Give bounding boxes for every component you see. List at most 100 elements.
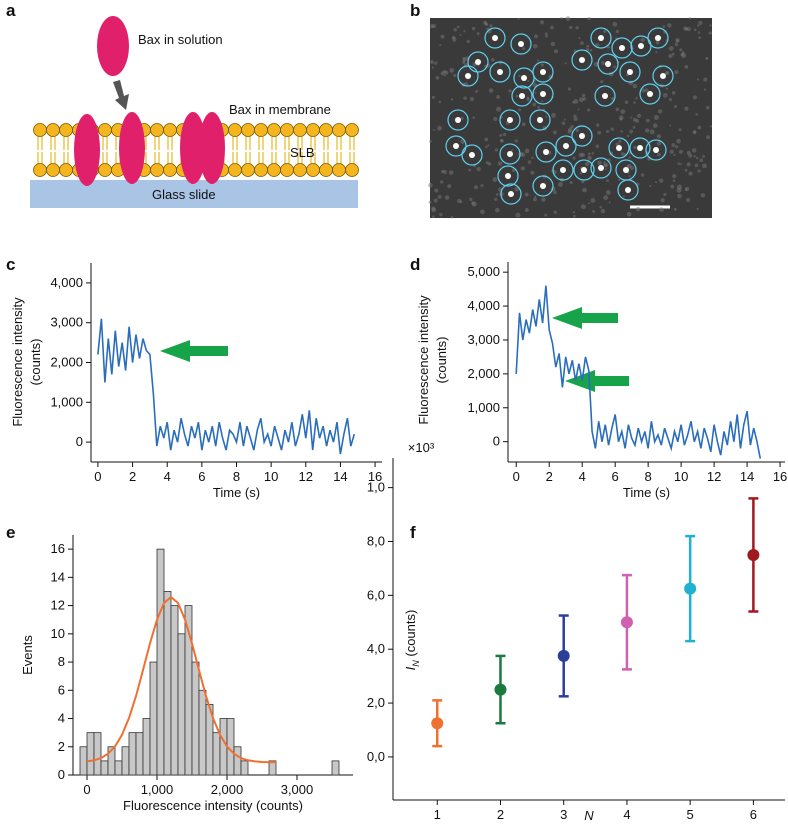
noise xyxy=(629,129,634,134)
spot-marker xyxy=(467,51,489,73)
y-label-unit: (counts) xyxy=(403,610,418,661)
noise xyxy=(676,184,682,190)
noise xyxy=(592,210,595,213)
y-tick-label: 3,000 xyxy=(50,315,83,330)
spot xyxy=(598,165,604,171)
y-tick-label: 8,0 xyxy=(367,533,385,548)
noise xyxy=(698,20,703,26)
noise xyxy=(702,154,706,158)
noise xyxy=(684,64,689,69)
spot-marker xyxy=(532,61,554,83)
x-tick-label: 0 xyxy=(513,469,520,484)
noise xyxy=(657,109,663,114)
noise xyxy=(526,96,530,99)
noise xyxy=(567,129,572,134)
noise xyxy=(466,39,470,44)
panel-label: e xyxy=(6,523,15,542)
noise xyxy=(619,117,623,121)
diagram-label: SLB xyxy=(290,145,315,160)
noise xyxy=(612,21,618,27)
noise xyxy=(541,197,546,202)
x-tick-label: 4 xyxy=(579,469,586,484)
spot-marker xyxy=(499,143,521,165)
spot xyxy=(605,61,611,67)
noise xyxy=(515,212,521,218)
x-tick-label: 0 xyxy=(83,782,90,797)
lipid-head xyxy=(46,163,60,177)
noise xyxy=(433,198,438,203)
noise xyxy=(678,128,682,132)
noise xyxy=(440,34,445,39)
noise xyxy=(434,188,439,193)
panel-label: c xyxy=(6,255,15,274)
noise xyxy=(709,125,713,128)
spot xyxy=(540,69,546,75)
noise xyxy=(632,83,638,89)
noise xyxy=(620,109,626,114)
bax-protein xyxy=(180,112,206,184)
spot-marker xyxy=(447,109,469,131)
spot-marker xyxy=(647,27,669,49)
data-line xyxy=(515,285,762,459)
noise xyxy=(676,138,681,144)
x-tick-label: 4 xyxy=(164,469,171,484)
noise xyxy=(655,40,660,45)
noise xyxy=(695,113,698,116)
noise xyxy=(476,32,480,36)
noise xyxy=(698,36,702,40)
x-tick-label: 2 xyxy=(129,469,136,484)
noise xyxy=(532,43,538,49)
histogram-bar xyxy=(170,605,179,776)
spot xyxy=(453,143,459,149)
noise xyxy=(589,48,593,52)
y-tick-label: 1,0 xyxy=(367,480,385,495)
noise xyxy=(449,170,454,175)
arrow xyxy=(552,307,618,329)
spot-marker xyxy=(639,83,661,105)
spot-marker xyxy=(597,53,619,75)
histogram-bar xyxy=(149,661,158,776)
noise xyxy=(537,105,541,109)
lipid-head xyxy=(150,123,164,137)
histogram-bar xyxy=(212,732,221,776)
spot-marker xyxy=(513,67,535,89)
y-tick-label: 8 xyxy=(58,654,65,669)
noise xyxy=(439,212,443,217)
noise xyxy=(462,56,466,61)
noise xyxy=(595,123,600,127)
spot xyxy=(616,145,622,151)
panel-label: b xyxy=(410,1,420,20)
microscopy-image xyxy=(428,16,713,219)
lipid-head xyxy=(293,163,307,177)
noise xyxy=(463,96,467,100)
noise xyxy=(490,57,495,62)
noise xyxy=(508,89,512,93)
noise xyxy=(544,32,548,36)
spot-marker xyxy=(532,175,554,197)
noise xyxy=(435,75,440,80)
noise xyxy=(673,153,676,157)
noise xyxy=(668,98,673,102)
y-tick-label: 14 xyxy=(51,569,65,584)
y-axis-label: Fluorescence intensity xyxy=(10,297,25,427)
noise xyxy=(475,89,479,93)
noise xyxy=(530,170,535,175)
x-tick-label: 4 xyxy=(623,807,630,822)
lipid-head xyxy=(280,163,294,177)
noise xyxy=(443,74,446,77)
x-tick-label: 16 xyxy=(368,469,382,484)
y-tick-label: 12 xyxy=(51,598,65,613)
noise xyxy=(659,178,664,183)
spot xyxy=(497,69,503,75)
y-tick-label: 3,000 xyxy=(467,332,500,347)
noise xyxy=(655,51,658,54)
spot-marker xyxy=(629,137,651,159)
noise xyxy=(569,180,573,185)
noise xyxy=(432,24,437,29)
noise xyxy=(603,162,609,168)
lipid-head xyxy=(280,123,294,137)
bax-protein xyxy=(119,112,145,184)
spot xyxy=(492,35,498,41)
spot xyxy=(508,191,514,197)
noise xyxy=(553,49,558,54)
